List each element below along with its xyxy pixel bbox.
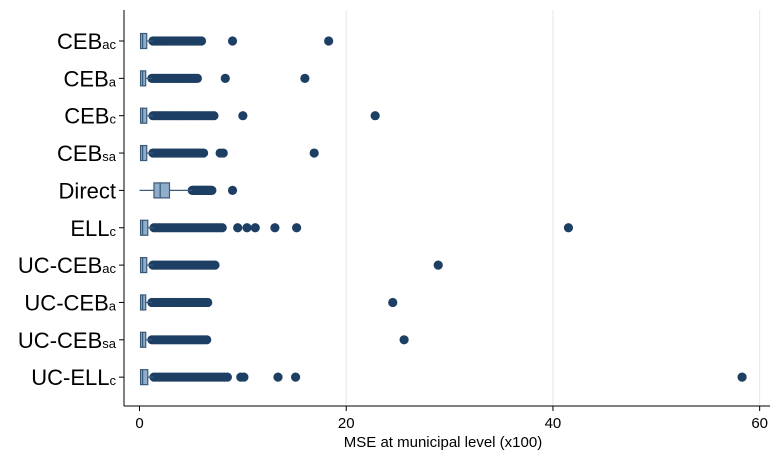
outlier-point	[270, 223, 280, 233]
category-label: UC-CEBac	[18, 253, 117, 278]
outlier-point	[290, 372, 301, 382]
outlier-point	[192, 73, 202, 83]
outlier-point	[203, 297, 213, 308]
axes	[123, 10, 770, 407]
x-axis-title: MSE at municipal level (x100)	[344, 434, 542, 451]
box	[139, 219, 149, 236]
x-tick-label: 20	[338, 415, 355, 432]
category-label: CEBc	[64, 104, 116, 129]
category-labels: CEBac CEBa CEBc CEBsa Direct ELLc UC-CEBac UC-C…	[18, 29, 124, 390]
outlier-point	[227, 185, 238, 195]
box-row	[139, 32, 334, 50]
x-tick-labels: 0 20 40 60	[135, 406, 768, 432]
category-label: UC-CEBsa	[18, 328, 117, 353]
outlier-point	[250, 223, 260, 233]
outlier-point	[217, 223, 227, 233]
outlier-point	[198, 148, 209, 158]
category-label: CEBac	[57, 29, 116, 54]
x-tick-label: 60	[751, 415, 768, 432]
box-row	[139, 369, 747, 386]
outlier-point	[388, 297, 398, 308]
box-row	[139, 257, 443, 274]
outlier-point	[433, 260, 443, 270]
outlier-point	[239, 372, 249, 382]
box	[139, 144, 148, 162]
box-row	[139, 219, 574, 236]
category-label: ELLc	[70, 216, 116, 241]
box-row	[139, 294, 398, 311]
box	[139, 257, 148, 274]
box-row	[139, 70, 310, 87]
category-label: UC-CEBa	[24, 290, 116, 315]
outlier-point	[220, 73, 230, 83]
outlier-point	[210, 260, 220, 270]
outlier-point	[300, 73, 310, 83]
outlier-point	[202, 335, 212, 345]
outlier-point	[563, 223, 574, 233]
outlier-point	[399, 335, 409, 345]
box-row	[139, 144, 319, 162]
outlier-point	[242, 223, 252, 233]
outlier-point	[737, 372, 747, 382]
outlier-point	[238, 111, 248, 121]
box	[139, 369, 149, 386]
box	[139, 107, 148, 124]
outlier-point	[196, 36, 207, 46]
category-label: Direct	[59, 178, 116, 203]
outlier-point	[370, 111, 380, 121]
box-row	[139, 107, 380, 124]
grid-lines	[345, 10, 761, 406]
category-label: CEBa	[64, 66, 117, 91]
outlier-point	[207, 185, 217, 195]
outlier-point	[218, 148, 228, 158]
outlier-point	[233, 223, 243, 233]
outlier-point	[273, 372, 283, 382]
box	[139, 32, 148, 50]
outlier-point	[222, 372, 232, 382]
x-tick-label: 40	[545, 415, 562, 432]
outlier-point	[324, 36, 334, 46]
box-row	[139, 331, 409, 348]
box-series	[139, 32, 747, 386]
outlier-point	[309, 148, 319, 158]
category-label: CEBsa	[57, 141, 117, 166]
category-label: UC-ELLc	[31, 365, 116, 390]
x-tick-label: 0	[135, 415, 143, 432]
box-row	[139, 182, 238, 199]
outlier-point	[227, 36, 238, 46]
outlier-point	[292, 223, 302, 233]
box	[153, 182, 171, 199]
outlier-point	[209, 111, 219, 121]
